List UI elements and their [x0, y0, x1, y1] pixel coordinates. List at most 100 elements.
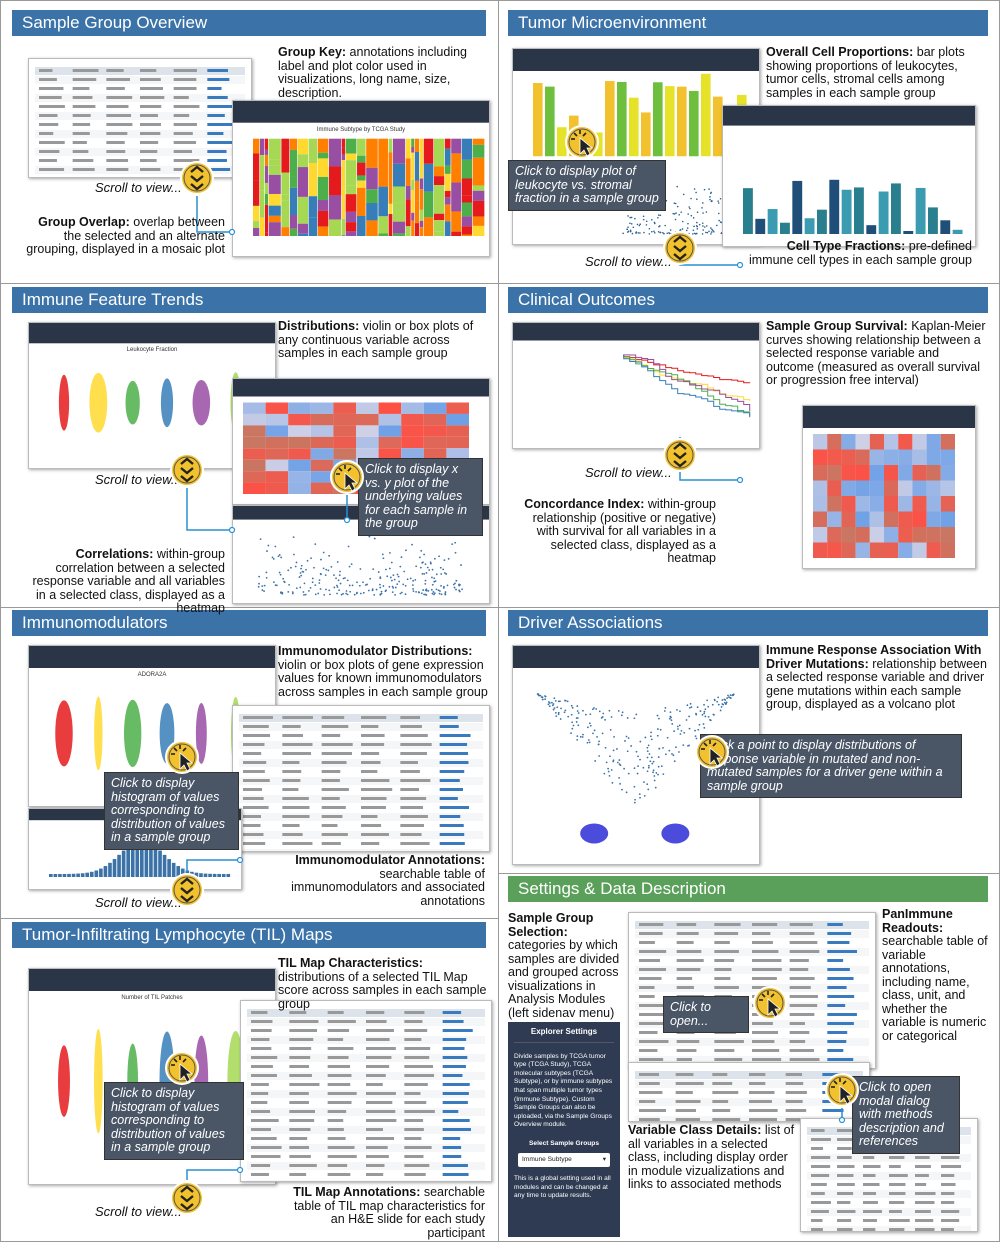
cell-text [752, 950, 779, 953]
point [444, 593, 447, 596]
point [557, 713, 560, 716]
point [292, 536, 295, 539]
point [304, 593, 307, 596]
point [648, 233, 651, 235]
cell-text [639, 950, 667, 953]
mosaic-cell [264, 204, 269, 233]
point [695, 712, 697, 715]
panel-header: Immunomodulators [12, 610, 486, 636]
cell-text [282, 797, 309, 800]
point [690, 214, 693, 217]
heat-cell [813, 511, 828, 527]
cell-text [404, 1065, 433, 1068]
cell-text [712, 1118, 741, 1121]
cell-text [827, 923, 843, 926]
scroll-icon [180, 161, 214, 195]
point [711, 703, 714, 706]
heat-cell [855, 449, 870, 465]
mosaic-cell [268, 193, 281, 206]
point [445, 573, 448, 575]
mosaic-cell [345, 231, 357, 236]
point [576, 705, 579, 707]
point [336, 561, 339, 563]
point [650, 230, 653, 233]
cell-text [714, 1040, 744, 1043]
callout-text: Click to display x vs. y plot of the und… [365, 462, 468, 530]
heat-cell [855, 511, 870, 527]
point [687, 213, 689, 215]
cell-text [327, 1074, 352, 1077]
point [607, 767, 610, 770]
screenshot [512, 322, 760, 449]
point [651, 762, 654, 765]
point [680, 729, 683, 732]
point [300, 574, 303, 577]
heat-cell [401, 448, 424, 460]
cell-text [39, 150, 60, 153]
point [336, 592, 338, 595]
heat-cell [446, 425, 469, 437]
heat-cell [827, 434, 842, 450]
cell-text [404, 1092, 421, 1095]
point [626, 228, 629, 231]
cell-text [442, 1137, 461, 1140]
cell-text [714, 1049, 735, 1052]
mosaic-cell [357, 162, 366, 176]
bar [80, 873, 85, 877]
heat-cell [288, 402, 311, 414]
point [671, 753, 673, 755]
point [703, 712, 706, 715]
cell-text [889, 1183, 906, 1186]
toolbar [29, 969, 275, 991]
cell-text [251, 1137, 277, 1140]
bar [149, 843, 153, 877]
cell-text [811, 1219, 823, 1222]
heat-cell [898, 527, 913, 543]
cell-text [366, 1110, 396, 1113]
heat-cell [310, 459, 334, 472]
cell-text [361, 833, 389, 836]
screenshot [240, 1000, 492, 1188]
icon-circle [170, 1181, 204, 1215]
point [659, 231, 662, 234]
cell-text [321, 770, 341, 773]
heat-cell [898, 496, 913, 512]
cell-text [714, 959, 735, 962]
mosaic-cell [405, 138, 411, 159]
point [279, 573, 282, 576]
point [382, 585, 385, 587]
point [435, 588, 438, 591]
mosaic-cell [264, 154, 269, 166]
cell-text [749, 1091, 775, 1094]
select-box[interactable]: Immune Subtype ▾ [518, 1152, 610, 1168]
cell-text [400, 770, 420, 773]
cell-text [827, 1004, 846, 1007]
bar [940, 220, 951, 234]
mosaic-cell [345, 222, 357, 232]
km-curve [623, 354, 751, 412]
point [367, 589, 370, 592]
point [653, 779, 656, 782]
point [396, 583, 399, 586]
cell-text [361, 815, 378, 818]
cell-text [243, 725, 269, 728]
cell-text [827, 1040, 847, 1043]
mosaic-cell [414, 151, 420, 181]
figure-title-text: Immune Subtype by TCGA Study [316, 126, 406, 133]
chevron [673, 452, 687, 460]
heat-cell [310, 436, 334, 449]
point [322, 551, 325, 554]
point [539, 694, 542, 697]
heat-cell [869, 527, 884, 543]
separator [498, 283, 1000, 284]
cell-text [676, 941, 694, 944]
point [443, 572, 446, 574]
cell-text [400, 752, 427, 755]
point [635, 750, 638, 753]
bar [878, 191, 889, 234]
cell-text [282, 779, 301, 782]
point [342, 592, 344, 595]
mosaic-cell [281, 138, 290, 145]
point [587, 739, 590, 741]
point [417, 591, 420, 593]
